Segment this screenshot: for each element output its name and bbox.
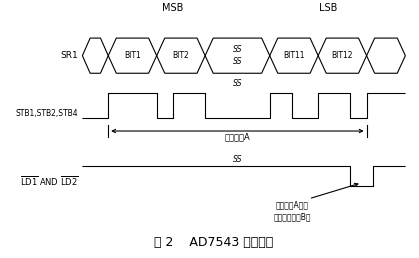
Text: $\overline{\rm LD1}$ AND $\overline{\rm LD2}$: $\overline{\rm LD1}$ AND $\overline{\rm … — [20, 174, 78, 188]
Text: STB1,STB2,STB4: STB1,STB2,STB4 — [16, 109, 78, 118]
Text: BIT1: BIT1 — [124, 51, 141, 60]
Text: 装寄存器A: 装寄存器A — [225, 132, 250, 141]
Text: MSB: MSB — [162, 3, 184, 13]
Text: BIT12: BIT12 — [331, 51, 353, 60]
Text: LSB: LSB — [319, 3, 337, 13]
Text: BIT2: BIT2 — [173, 51, 189, 60]
Text: SS: SS — [233, 57, 242, 66]
Text: 图 2    AD7543 工作时序: 图 2 AD7543 工作时序 — [154, 236, 273, 249]
Text: SR1: SR1 — [61, 51, 78, 60]
Text: 把寄存器A的値
锁存至寄存器B中: 把寄存器A的値 锁存至寄存器B中 — [274, 200, 311, 221]
Text: SS: SS — [233, 155, 242, 164]
Text: SS: SS — [233, 79, 242, 88]
Text: BIT11: BIT11 — [283, 51, 305, 60]
Text: SS: SS — [233, 45, 242, 54]
